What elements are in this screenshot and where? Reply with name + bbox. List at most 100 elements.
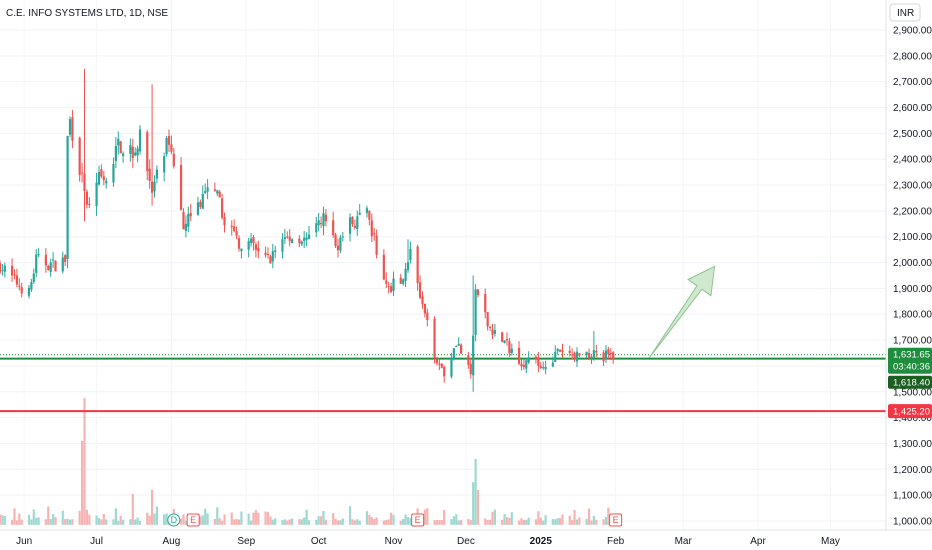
candle-body bbox=[537, 357, 540, 366]
candle-body bbox=[27, 287, 31, 296]
volume-bar bbox=[221, 520, 224, 525]
candle-body bbox=[433, 318, 436, 359]
candle-body bbox=[607, 348, 610, 355]
volume-bar bbox=[592, 515, 595, 525]
volume-bar bbox=[184, 520, 187, 525]
candle-body bbox=[493, 330, 497, 334]
candle-body bbox=[44, 254, 47, 266]
candle-body bbox=[609, 352, 612, 355]
candle-body bbox=[150, 181, 154, 193]
candle-body bbox=[484, 294, 487, 313]
volume-bar bbox=[122, 519, 125, 525]
projection-arrow[interactable] bbox=[648, 265, 716, 359]
candle-body bbox=[568, 350, 571, 353]
volume-bar bbox=[568, 515, 571, 525]
volume-bar bbox=[341, 518, 344, 525]
candle-body bbox=[409, 248, 412, 261]
candle-body bbox=[426, 312, 429, 320]
candle-body bbox=[505, 338, 509, 341]
candle-body bbox=[501, 332, 504, 342]
volume-bar bbox=[138, 520, 142, 525]
earnings-marker[interactable]: E bbox=[411, 513, 425, 527]
candle-body bbox=[571, 354, 574, 356]
candle-body bbox=[460, 344, 463, 354]
support-price-value: 1,618.40 bbox=[893, 378, 930, 389]
volume-bar bbox=[602, 519, 605, 525]
earnings-marker[interactable]: E bbox=[609, 513, 623, 527]
y-tick-label: 2,600.00 bbox=[893, 103, 932, 114]
volume-bar bbox=[240, 511, 243, 525]
candle-body bbox=[554, 351, 557, 362]
volume-bar bbox=[474, 458, 477, 525]
candle-body bbox=[339, 237, 342, 251]
volume-bar bbox=[501, 519, 504, 525]
volume-bar bbox=[571, 520, 574, 525]
volume-bar bbox=[27, 514, 31, 525]
volume-bar bbox=[254, 510, 258, 525]
candle-body bbox=[218, 191, 221, 198]
currency-button[interactable]: INR bbox=[889, 3, 921, 22]
volume-bar bbox=[266, 512, 270, 525]
y-tick-label: 1,500.00 bbox=[893, 387, 932, 398]
candle-body bbox=[170, 144, 173, 152]
price-level-lines[interactable] bbox=[0, 354, 886, 413]
candle-body bbox=[196, 202, 200, 215]
candle-body bbox=[134, 152, 137, 156]
chart-title: C.E. INFO SYSTEMS LTD, 1D, NSE bbox=[6, 8, 168, 19]
candle-body bbox=[18, 285, 21, 287]
volume-bar bbox=[64, 519, 67, 525]
candle-body bbox=[138, 129, 142, 152]
candle-body bbox=[438, 363, 441, 365]
volume-bar bbox=[332, 513, 335, 525]
candle-body bbox=[235, 231, 238, 236]
volume-bar bbox=[392, 514, 395, 525]
volume-bar bbox=[517, 520, 521, 525]
candle-body bbox=[508, 341, 511, 354]
candle-body bbox=[469, 363, 472, 375]
y-tick-label: 1,400.00 bbox=[893, 413, 932, 424]
volume-bar bbox=[119, 515, 122, 525]
volume-bar bbox=[476, 489, 480, 525]
candle-body bbox=[334, 234, 337, 246]
volume-bar bbox=[558, 517, 562, 525]
volume-bar bbox=[102, 514, 105, 525]
candle-body bbox=[392, 278, 395, 291]
volume-bar bbox=[3, 516, 6, 525]
time-axis[interactable]: Jun Jul Aug Sep Oct Nov Dec 2025 Feb Mar Apr May bbox=[16, 536, 840, 547]
resistance-price-value: 1,425.20 bbox=[893, 407, 930, 418]
currency-label: INR bbox=[897, 8, 914, 19]
earnings-marker[interactable]: E bbox=[186, 513, 200, 527]
volume-bar bbox=[307, 520, 311, 525]
candle-body bbox=[317, 220, 320, 226]
volume-bar bbox=[488, 519, 492, 525]
x-tick-label: Aug bbox=[163, 536, 181, 547]
volume-bar bbox=[455, 514, 458, 525]
candle-body bbox=[264, 252, 267, 255]
projection-arrow-shape[interactable] bbox=[648, 265, 716, 359]
countdown-value: 03:40:36 bbox=[893, 362, 930, 373]
volume-bar bbox=[298, 519, 301, 525]
candle-body bbox=[418, 282, 422, 298]
y-tick-label: 1,300.00 bbox=[893, 439, 932, 450]
candle-body bbox=[249, 238, 253, 243]
dividend-marker[interactable]: D bbox=[167, 513, 181, 527]
y-tick-label: 2,400.00 bbox=[893, 155, 932, 166]
candle-body bbox=[10, 265, 14, 276]
volume-bar bbox=[35, 517, 38, 525]
candle-body bbox=[578, 353, 581, 356]
x-tick-label: Nov bbox=[385, 536, 403, 547]
candle-body bbox=[525, 360, 528, 369]
candle-body bbox=[283, 237, 286, 240]
candle-body bbox=[491, 329, 494, 335]
candle-body bbox=[102, 176, 105, 181]
volume-bar bbox=[607, 507, 610, 525]
candle-body bbox=[476, 289, 480, 295]
candle-body bbox=[37, 254, 40, 256]
volume-bar bbox=[129, 519, 132, 525]
volume-bar bbox=[114, 508, 117, 525]
candle-body bbox=[503, 340, 506, 344]
x-tick-label: Feb bbox=[607, 536, 625, 547]
